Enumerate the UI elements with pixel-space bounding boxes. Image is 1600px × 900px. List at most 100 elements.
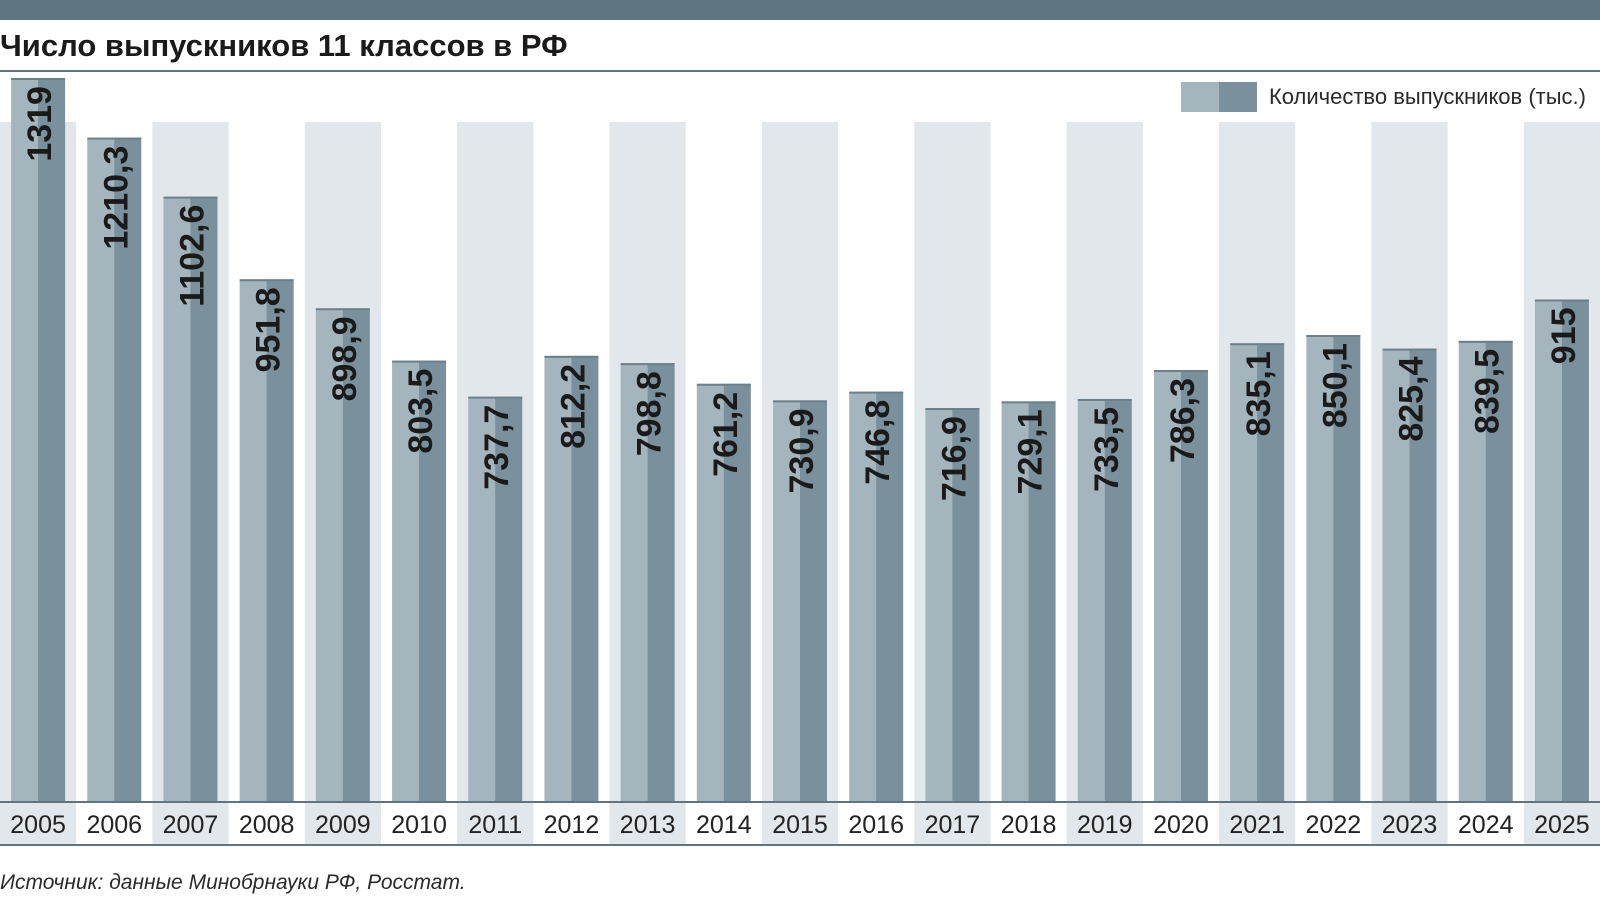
x-tick-label-2014: 2014 [696, 811, 752, 839]
bar-2008 [266, 279, 294, 802]
data-label-2021: 835,1 [1240, 351, 1278, 436]
data-label-2016: 746,8 [859, 400, 897, 485]
bar-2022-light [1306, 335, 1335, 801]
data-label-2006: 1210,3 [97, 146, 135, 250]
bar-2010 [419, 360, 447, 801]
bar-2010-light [392, 360, 421, 801]
x-tick-label-2022: 2022 [1306, 811, 1362, 839]
data-label-2024: 839,5 [1469, 349, 1507, 434]
bar-2014-light [696, 383, 725, 801]
bar-2024-light [1458, 340, 1487, 801]
x-tick-label-2019: 2019 [1077, 811, 1133, 839]
data-label-2011: 737,7 [478, 405, 516, 490]
bar-2005-light [11, 78, 40, 802]
bar-2018 [1028, 401, 1056, 801]
data-label-2009: 898,9 [326, 316, 364, 401]
bar-2012-light [544, 355, 573, 801]
tick-stripe [0, 803, 77, 844]
bar-2006 [114, 137, 142, 802]
tick-stripe [152, 803, 229, 844]
bar-2017 [952, 408, 980, 801]
x-tick-label-2017: 2017 [925, 811, 981, 839]
x-tick-label-2013: 2013 [620, 811, 676, 839]
x-tick-label-2011: 2011 [468, 811, 522, 839]
data-label-2022: 850,1 [1316, 343, 1354, 428]
bar-2019-light [1077, 398, 1106, 801]
bar-2007-light [163, 196, 192, 801]
source-note: Источник: данные Минобрнауки РФ, Росстат… [0, 871, 466, 894]
tick-stripe [761, 803, 839, 844]
legend-swatch [1180, 82, 1257, 112]
data-label-2010: 803,5 [402, 369, 440, 454]
bar-2012 [571, 355, 599, 801]
data-label-2007: 1102,6 [173, 205, 211, 307]
tick-stripe [304, 803, 381, 844]
bar-2020-light [1153, 370, 1182, 801]
x-tick-label-2016: 2016 [848, 811, 904, 839]
bar-chart: 1319 1210,3 1102,6 951,8 898,9 803,5 737,7 812,… [0, 78, 1600, 846]
x-tick-label-2025: 2025 [1534, 811, 1590, 839]
bar-2016-light [849, 391, 878, 801]
x-tick-label-2023: 2023 [1382, 811, 1438, 839]
data-label-2015: 730,9 [783, 408, 821, 493]
data-label-2008: 951,8 [250, 287, 288, 372]
x-tick-label-2008: 2008 [239, 811, 295, 839]
data-label-2018: 729,1 [1012, 409, 1050, 494]
tick-stripe [1219, 803, 1296, 844]
data-label-2020: 786,3 [1164, 378, 1202, 463]
x-tick-label-2012: 2012 [544, 811, 600, 839]
bar-2011 [495, 396, 523, 801]
data-label-2023: 825,4 [1393, 357, 1431, 442]
bar-2021 [1257, 343, 1285, 801]
x-tick-label-2005: 2005 [10, 811, 66, 839]
bottom-rule [0, 844, 1600, 846]
x-tick-label-2010: 2010 [391, 811, 447, 839]
bar-2005 [38, 78, 66, 802]
bar-2015-light [773, 400, 801, 801]
bar-2021-light [1230, 343, 1259, 801]
x-tick-label-2018: 2018 [1001, 811, 1057, 839]
data-label-2014: 761,2 [707, 392, 745, 477]
bar-2013-light [620, 363, 649, 801]
bar-2020 [1180, 370, 1208, 801]
bar-2023 [1409, 348, 1437, 801]
bar-2018-light [1001, 401, 1030, 801]
bar-2025-light [1534, 299, 1563, 801]
chart-title: Число выпускников 11 классов в РФ [0, 28, 568, 63]
x-tick-label-2024: 2024 [1458, 811, 1514, 839]
data-label-2005: 1319 [21, 86, 59, 162]
x-tick-label-2021: 2021 [1229, 811, 1285, 839]
tick-stripe [1371, 803, 1448, 844]
top-bar [0, 0, 1600, 20]
bar-2024 [1485, 340, 1513, 801]
chart-area: 1319 1210,3 1102,6 951,8 898,9 803,5 737,7 812,… [0, 72, 1600, 862]
bar-2009 [342, 308, 370, 801]
bar-2006-light [87, 137, 116, 802]
legend-label: Количество выпускников (тыс.) [1268, 84, 1586, 109]
data-label-2013: 798,8 [631, 371, 669, 456]
bar-2023-light [1382, 348, 1411, 801]
bar-2007 [190, 196, 218, 801]
x-tick-label-2007: 2007 [163, 811, 219, 839]
legend: Количество выпускников (тыс.) [1176, 82, 1586, 112]
x-tick-label-2020: 2020 [1153, 811, 1209, 839]
bar-2013 [647, 363, 675, 801]
bar-2009-light [315, 308, 344, 801]
data-label-2012: 812,2 [554, 364, 592, 449]
tick-stripe [457, 803, 534, 844]
bar-2019 [1104, 398, 1132, 801]
x-tick-label-2009: 2009 [315, 811, 371, 839]
x-tick-label-2015: 2015 [772, 811, 828, 839]
tick-stripe [1066, 803, 1143, 844]
tick-stripe [609, 803, 686, 844]
tick-stripe [914, 803, 991, 844]
bar-2015 [800, 400, 827, 801]
bar-2017-light [925, 408, 954, 801]
data-label-2019: 733,5 [1088, 407, 1126, 492]
tick-stripe [1523, 803, 1600, 844]
bar-2025 [1561, 299, 1589, 801]
bar-2014 [723, 383, 751, 801]
data-label-2025: 915 [1545, 307, 1583, 364]
bar-2022 [1333, 335, 1361, 801]
data-label-2017: 716,9 [935, 416, 973, 501]
